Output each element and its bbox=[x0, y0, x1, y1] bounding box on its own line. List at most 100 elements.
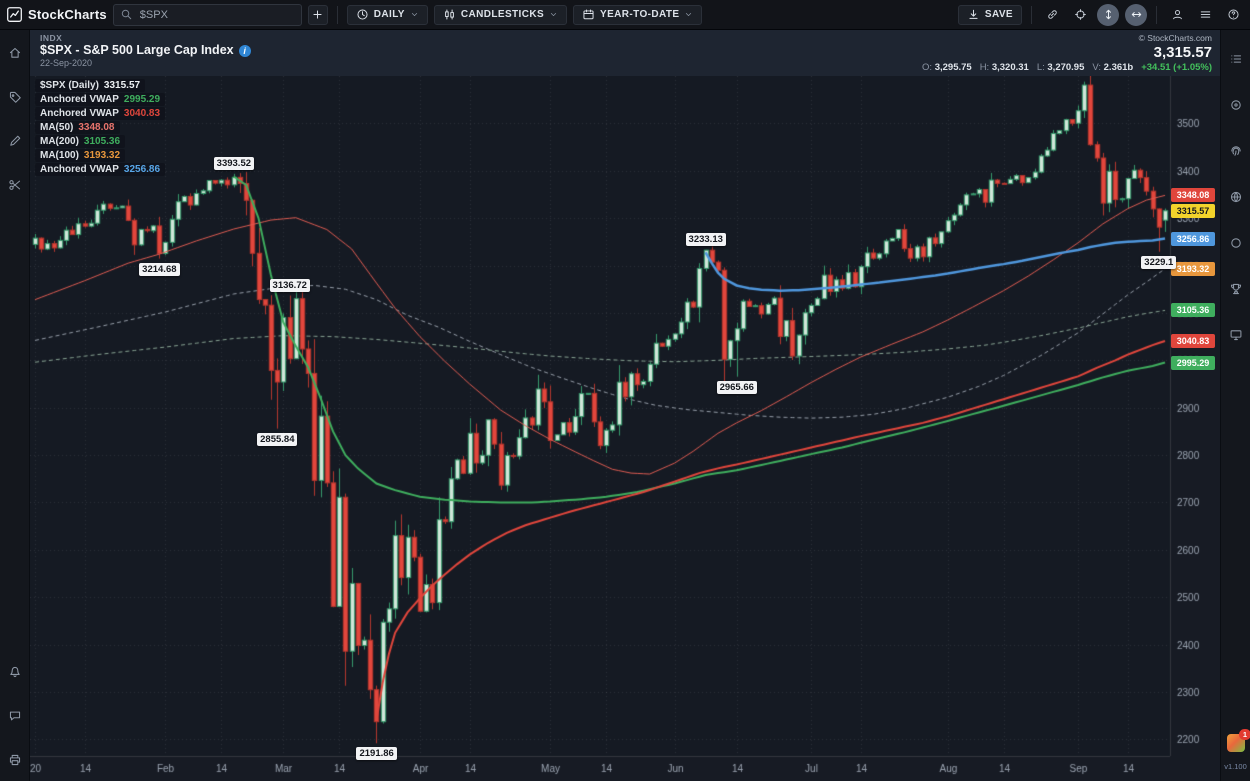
arrows-vertical-icon bbox=[1102, 8, 1115, 21]
arrows-horizontal-icon bbox=[1130, 8, 1143, 21]
account-button[interactable] bbox=[1166, 4, 1188, 26]
period-dropdown-label: DAILY bbox=[373, 9, 405, 20]
change-value: +34.51 (+1.05%) bbox=[1141, 62, 1212, 74]
price-annotation[interactable]: 2191.86 bbox=[356, 747, 397, 761]
link-icon bbox=[1046, 8, 1059, 21]
high-value: 3,320.31 bbox=[991, 62, 1029, 74]
save-button[interactable]: SAVE bbox=[957, 4, 1022, 25]
horizontal-scale-button[interactable] bbox=[1125, 3, 1147, 26]
scissors-button[interactable] bbox=[4, 174, 26, 196]
home-button[interactable] bbox=[4, 42, 26, 64]
price-annotation[interactable]: 3233.13 bbox=[685, 232, 726, 246]
chat-button[interactable] bbox=[4, 705, 26, 727]
candlestick-chart-canvas[interactable] bbox=[30, 76, 1220, 781]
legend-value: 3256.86 bbox=[123, 164, 161, 175]
toolbar-divider bbox=[1031, 5, 1032, 24]
calendar-icon bbox=[582, 8, 595, 21]
target-button[interactable] bbox=[1225, 94, 1247, 116]
legend-row[interactable]: MA(50) 3348.08 bbox=[35, 121, 120, 134]
circle-button[interactable] bbox=[1225, 232, 1247, 254]
menu-button[interactable] bbox=[1194, 4, 1216, 26]
target-icon bbox=[1229, 98, 1243, 112]
home-icon bbox=[8, 46, 22, 60]
volume-label: V: bbox=[1092, 62, 1101, 74]
axis-price-label: 3256.86 bbox=[1171, 231, 1215, 246]
chart-date: 22-Sep-2020 bbox=[40, 58, 93, 69]
copyright-label: © StockCharts.com bbox=[1138, 33, 1212, 43]
legend-row[interactable]: MA(100) 3193.32 bbox=[35, 149, 126, 162]
legend-row[interactable]: Anchored VWAP 3040.83 bbox=[35, 107, 166, 120]
price-annotation[interactable]: 2965.66 bbox=[716, 380, 757, 394]
acp-app-icon[interactable]: 1 bbox=[1226, 729, 1250, 752]
price-annotation[interactable]: 2855.84 bbox=[257, 432, 298, 446]
top-toolbar: StockCharts DAILY CANDLESTICKS bbox=[0, 0, 1250, 30]
chart-panel: INDX $SPX - S&P 500 Large Cap Index i 22… bbox=[30, 30, 1220, 781]
help-button[interactable] bbox=[1222, 4, 1244, 26]
printer-button[interactable] bbox=[4, 749, 26, 771]
bell-button[interactable] bbox=[4, 661, 26, 683]
search-icon bbox=[120, 8, 133, 21]
monitor-icon bbox=[1229, 328, 1243, 342]
hamburger-menu-icon bbox=[1199, 8, 1212, 21]
price-annotation[interactable]: 3229.1 bbox=[1141, 255, 1177, 269]
globe-button[interactable] bbox=[1225, 186, 1247, 208]
legend-name: MA(200) bbox=[40, 136, 79, 147]
legend-row[interactable]: $SPX (Daily) 3315.57 bbox=[35, 79, 146, 92]
add-symbol-button[interactable] bbox=[307, 4, 328, 25]
help-icon bbox=[1227, 8, 1240, 21]
chevron-down-icon bbox=[410, 10, 419, 19]
symbol-info-icon[interactable]: i bbox=[238, 44, 251, 57]
price-annotation[interactable]: 3214.68 bbox=[139, 262, 180, 276]
trophy-button[interactable] bbox=[1225, 278, 1247, 300]
ohlc-readout: O: 3,295.75 H: 3,320.31 L: 3,270.95 V: 2… bbox=[922, 62, 1212, 74]
printer-icon bbox=[8, 753, 22, 767]
symbol-title: $SPX - S&P 500 Large Cap Index bbox=[40, 43, 234, 58]
plus-icon bbox=[311, 8, 324, 21]
legend-value: 3193.32 bbox=[83, 150, 121, 161]
legend-row[interactable]: MA(200) 3105.36 bbox=[35, 135, 126, 148]
price-annotation[interactable]: 3136.72 bbox=[269, 278, 310, 292]
list-button[interactable] bbox=[1225, 48, 1247, 70]
candlestick-icon bbox=[443, 8, 456, 21]
symbol-search[interactable] bbox=[112, 3, 302, 26]
price-annotation[interactable]: 3393.52 bbox=[213, 156, 255, 170]
chart-area[interactable]: $SPX (Daily) 3315.57 Anchored VWAP 2995.29 A… bbox=[30, 76, 1220, 781]
symbol-search-input[interactable] bbox=[137, 7, 295, 22]
share-link-button[interactable] bbox=[1041, 4, 1063, 26]
tag-button[interactable] bbox=[4, 86, 26, 108]
vertical-scale-button[interactable] bbox=[1097, 3, 1119, 26]
legend-row[interactable]: Anchored VWAP 2995.29 bbox=[35, 93, 166, 106]
period-dropdown[interactable]: DAILY bbox=[346, 4, 428, 25]
right-sidebar: 1 v1.100 bbox=[1220, 30, 1250, 781]
crosshair-button[interactable] bbox=[1069, 4, 1091, 26]
pencil-button[interactable] bbox=[4, 130, 26, 152]
range-dropdown-label: YEAR-TO-DATE bbox=[600, 9, 680, 20]
fingerprint-button[interactable] bbox=[1225, 140, 1247, 162]
legend-row[interactable]: Anchored VWAP 3256.86 bbox=[35, 163, 166, 176]
stockcharts-logo[interactable]: StockCharts bbox=[6, 6, 107, 23]
open-value: 3,295.75 bbox=[934, 62, 972, 74]
legend-name: Anchored VWAP bbox=[40, 164, 119, 175]
range-dropdown[interactable]: YEAR-TO-DATE bbox=[573, 4, 703, 25]
notification-badge: 1 bbox=[1239, 729, 1250, 740]
exchange-label: INDX bbox=[40, 33, 63, 43]
monitor-button[interactable] bbox=[1225, 324, 1247, 346]
axis-price-label: 3193.32 bbox=[1171, 261, 1215, 276]
low-value: 3,270.95 bbox=[1047, 62, 1085, 74]
globe-icon bbox=[1229, 190, 1243, 204]
crosshair-icon bbox=[1074, 8, 1087, 21]
fingerprint-icon bbox=[1229, 144, 1243, 158]
clock-icon bbox=[356, 8, 369, 21]
version-label: v1.100 bbox=[1224, 762, 1247, 771]
low-label: L: bbox=[1036, 62, 1045, 74]
trophy-icon bbox=[1229, 282, 1243, 296]
chart-type-dropdown-label: CANDLESTICKS bbox=[460, 9, 545, 20]
axis-price-label: 3105.36 bbox=[1171, 303, 1215, 318]
left-sidebar bbox=[0, 30, 30, 781]
chart-type-dropdown[interactable]: CANDLESTICKS bbox=[433, 4, 568, 25]
legend-name: MA(50) bbox=[40, 122, 74, 133]
legend-value: 3315.57 bbox=[103, 80, 141, 91]
legend-value: 3105.36 bbox=[83, 136, 121, 147]
axis-price-label: 3040.83 bbox=[1171, 333, 1215, 348]
